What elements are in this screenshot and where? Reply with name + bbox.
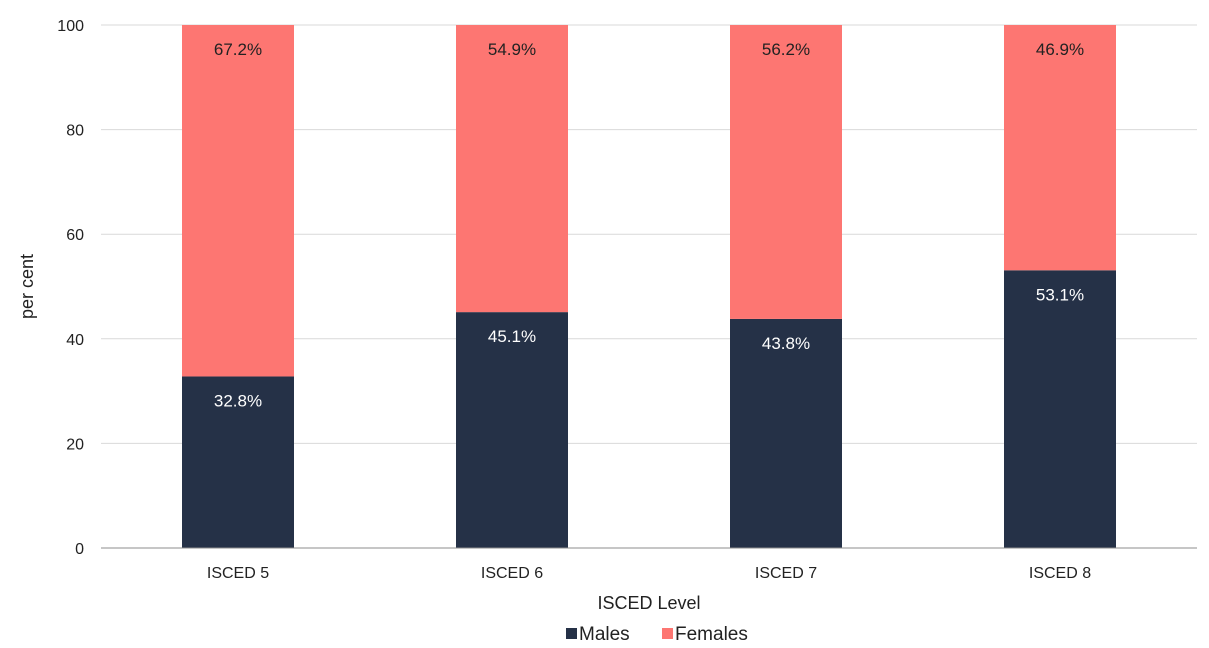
y-tick-label: 60	[66, 227, 84, 244]
legend-swatch-males	[566, 628, 577, 639]
legend: Males Females	[566, 624, 748, 645]
bar-males-4	[1004, 270, 1116, 548]
data-label-females: 56.2%	[762, 40, 810, 59]
y-tick-label: 20	[66, 436, 84, 453]
data-label-females: 46.9%	[1036, 40, 1084, 59]
x-tick-label: ISCED 5	[207, 565, 269, 582]
y-tick-label: 40	[66, 332, 84, 349]
y-tick-label: 0	[75, 541, 84, 558]
bars	[182, 25, 1116, 548]
data-label-males: 53.1%	[1036, 285, 1084, 304]
x-tick-label: ISCED 6	[481, 565, 543, 582]
x-tick-label: ISCED 7	[755, 565, 817, 582]
data-labels: 32.8% 67.2% 45.1% 54.9% 43.8% 56.2% 53.1% 46.9%	[214, 40, 1084, 410]
legend-swatch-females	[662, 628, 673, 639]
bar-males-2	[456, 312, 568, 548]
y-axis-title: per cent	[17, 254, 37, 319]
bar-females-2	[456, 25, 568, 313]
y-tick-label: 80	[66, 123, 84, 140]
y-tick-label: 100	[57, 18, 84, 35]
x-axis-title: ISCED Level	[597, 593, 700, 613]
data-label-females: 67.2%	[214, 40, 262, 59]
bar-males-3	[730, 318, 842, 548]
bar-females-4	[1004, 25, 1116, 271]
data-label-males: 45.1%	[488, 327, 536, 346]
data-label-males: 43.8%	[762, 334, 810, 353]
legend-label-males: Males	[579, 624, 630, 645]
bar-females-1	[182, 25, 294, 377]
axes: 0 20 40 60 80 100 ISCED 5 ISCED 6 ISCED 7 ISCED 8	[57, 18, 1197, 582]
data-label-males: 32.8%	[214, 391, 262, 410]
x-tick-label: ISCED 8	[1029, 565, 1091, 582]
bar-males-1	[182, 376, 294, 548]
data-label-females: 54.9%	[488, 40, 536, 59]
bar-females-3	[730, 25, 842, 319]
legend-label-females: Females	[675, 624, 748, 645]
